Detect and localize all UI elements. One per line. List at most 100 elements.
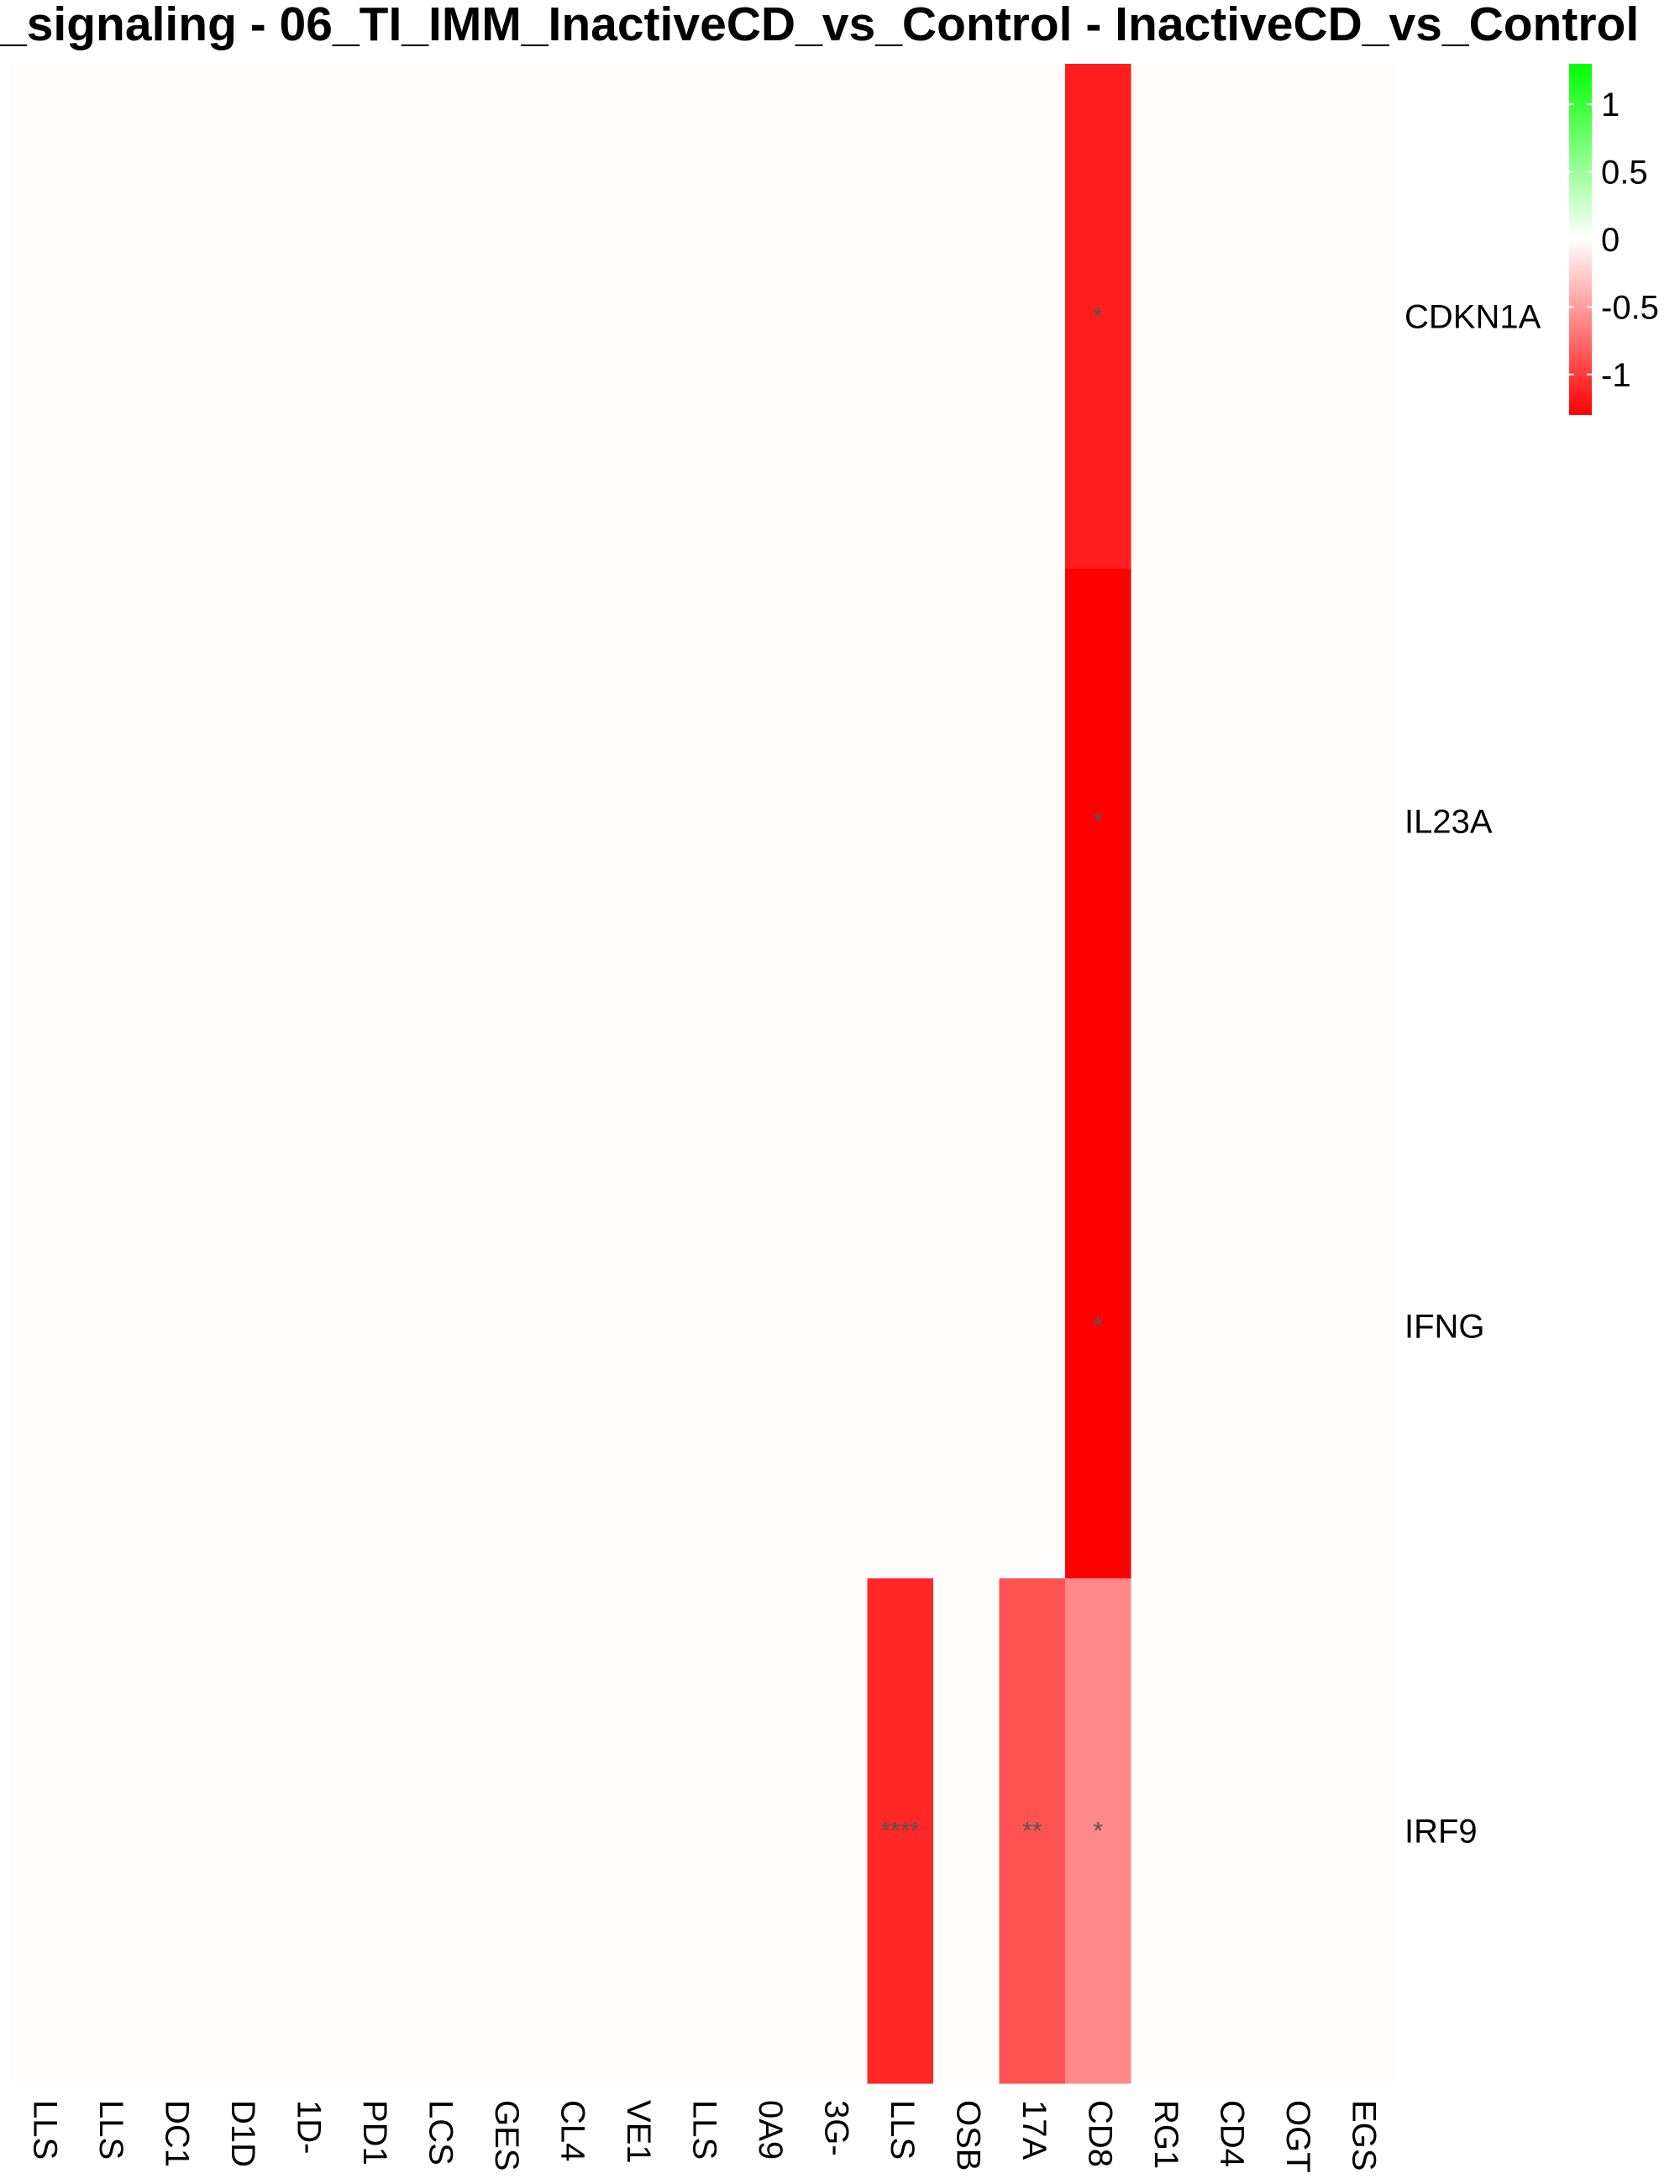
- chart-title: _signaling - 06_TI_IMM_InactiveCD_vs_Con…: [0, 0, 1639, 51]
- column-label: OSB: [950, 2100, 987, 2171]
- heatmap-cell: [999, 1578, 1066, 2084]
- heatmap-cell: [669, 569, 737, 1074]
- heatmap-cell: [603, 1074, 670, 1579]
- heatmap-cell: [1065, 1074, 1132, 1579]
- heatmap-cell: [867, 1074, 934, 1579]
- heatmap-cell: [406, 1578, 473, 2084]
- heatmap-cell: [10, 64, 77, 570]
- heatmap-cell: [1065, 64, 1132, 570]
- heatmap-cell: [735, 1074, 802, 1579]
- heatmap-cell: [1131, 64, 1198, 570]
- heatmap-cell: [669, 1578, 737, 2084]
- row-label: CDKN1A: [1404, 299, 1541, 336]
- heatmap-cells: [10, 64, 1396, 2084]
- heatmap-cell: [471, 569, 538, 1074]
- heatmap-cell: [1131, 1074, 1198, 1579]
- heatmap-cell: [999, 64, 1066, 570]
- significance-annotation: *: [1093, 1313, 1103, 1341]
- column-label: LLS: [92, 2100, 129, 2160]
- heatmap-cell: [1263, 1578, 1330, 2084]
- heatmap-cell: [471, 1074, 538, 1579]
- column-label: D1D: [224, 2100, 261, 2167]
- column-label: 3G-: [818, 2100, 855, 2156]
- significance-annotations: ******* ** *: [880, 303, 1103, 1845]
- column-label: DC1: [159, 2100, 196, 2167]
- column-label: LLS: [686, 2100, 723, 2160]
- heatmap-cell: [339, 64, 407, 570]
- heatmap-cell: [406, 1074, 473, 1579]
- column-label: EGS: [1346, 2100, 1383, 2171]
- heatmap-cell: [538, 1074, 605, 1579]
- heatmap-cell: [1329, 1578, 1396, 2084]
- color-legend: 1 0.5 0 -0.5 -1: [1569, 64, 1659, 415]
- heatmap-cell: [999, 1074, 1066, 1579]
- heatmap-cell: [274, 1074, 341, 1579]
- heatmap-cell: [1263, 569, 1330, 1074]
- heatmap-cell: [76, 1074, 143, 1579]
- heatmap-cell: [669, 1074, 737, 1579]
- heatmap-cell: [1065, 1578, 1132, 2084]
- row-label: IFNG: [1404, 1309, 1485, 1346]
- heatmap-cell: [1329, 569, 1396, 1074]
- column-labels: LLS LLS DC1 D1D 1D- PD1 LCS GES CL4 VE1 LLS 0A9 3G- L…: [27, 2100, 1383, 2173]
- row-label: IL23A: [1404, 804, 1493, 841]
- heatmap-cell: [1263, 1074, 1330, 1579]
- column-label: OGT: [1279, 2100, 1316, 2173]
- column-label: LLS: [884, 2100, 921, 2160]
- heatmap-cell: [603, 1578, 670, 2084]
- heatmap-cell: [1329, 1074, 1396, 1579]
- heatmap-cell: [801, 569, 869, 1074]
- heatmap-cell: [1131, 1578, 1198, 2084]
- column-label: LLS: [27, 2100, 64, 2160]
- heatmap-cell: [142, 64, 209, 570]
- heatmap-cell: [10, 569, 77, 1074]
- heatmap-cell: [142, 1578, 209, 2084]
- heatmap-cell: [471, 64, 538, 570]
- heatmap-cell: [538, 1578, 605, 2084]
- heatmap-cell: [603, 569, 670, 1074]
- heatmap-cell: [10, 1074, 77, 1579]
- colorbar-tick-label: -1: [1601, 357, 1631, 394]
- heatmap-cell: [76, 64, 143, 570]
- significance-annotation: *: [1093, 303, 1103, 331]
- heatmap-cell: [933, 1074, 1000, 1579]
- heatmap-cell: [735, 64, 802, 570]
- colorbar-tick-label: -0.5: [1601, 289, 1659, 326]
- heatmap-cell: [1065, 569, 1132, 1074]
- column-label: CL4: [554, 2100, 591, 2161]
- heatmap-cell: [207, 1074, 275, 1579]
- colorbar-tick-label: 0.5: [1601, 155, 1648, 192]
- heatmap-cell: [207, 569, 275, 1074]
- heatmap-cell: [207, 64, 275, 570]
- heatmap-cell: [735, 1578, 802, 2084]
- heatmap-cell: [933, 569, 1000, 1074]
- column-label: CD4: [1214, 2100, 1251, 2167]
- heatmap-cell: [867, 569, 934, 1074]
- heatmap-cell: [1131, 569, 1198, 1074]
- column-label: PD1: [356, 2100, 393, 2166]
- column-label: 0A9: [752, 2100, 789, 2160]
- heatmap-cell: [406, 569, 473, 1074]
- heatmap-cell: [933, 1578, 1000, 2084]
- significance-annotation: **: [1022, 1818, 1042, 1845]
- column-label: GES: [488, 2100, 525, 2171]
- heatmap-cell: [603, 64, 670, 570]
- heatmap-cell: [867, 1578, 934, 2084]
- column-label: LCS: [423, 2100, 459, 2166]
- heatmap-cell: [801, 1074, 869, 1579]
- significance-annotation: ****: [880, 1818, 920, 1845]
- column-label: 17A: [1016, 2100, 1053, 2160]
- column-label: CD8: [1082, 2100, 1119, 2167]
- heatmap-cell: [274, 1578, 341, 2084]
- heatmap-cell: [1197, 569, 1264, 1074]
- heatmap-cell: [10, 1578, 77, 2084]
- heatmap-cell: [999, 569, 1066, 1074]
- row-label: IRF9: [1404, 1814, 1478, 1851]
- column-label: 1D-: [291, 2100, 328, 2154]
- heatmap-cell: [735, 569, 802, 1074]
- heatmap-cell: [339, 1578, 407, 2084]
- colorbar-tick-label: 0: [1601, 222, 1620, 259]
- heatmap-cell: [274, 569, 341, 1074]
- heatmap-cell: [801, 64, 869, 570]
